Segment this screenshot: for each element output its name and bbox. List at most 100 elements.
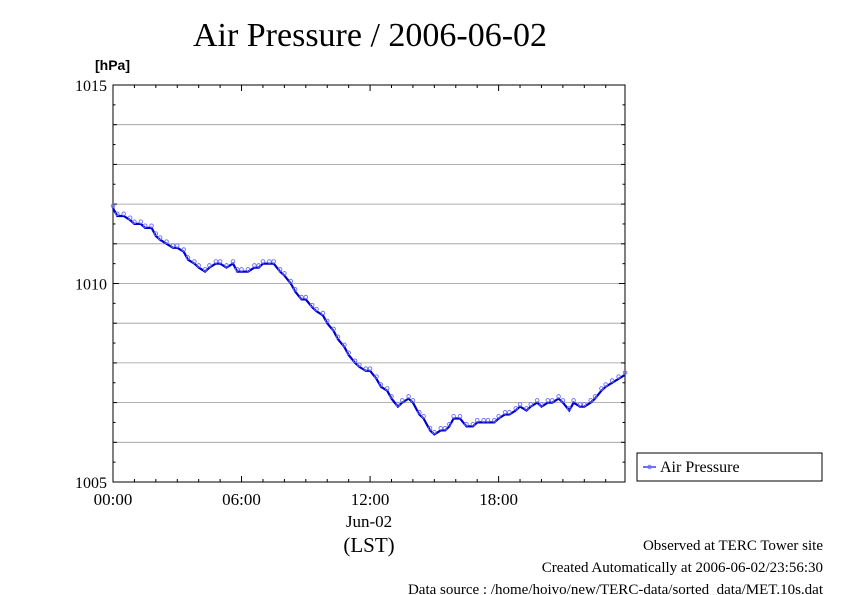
data-point	[357, 362, 362, 367]
data-point	[481, 418, 486, 423]
data-point	[384, 386, 390, 391]
data-point	[149, 223, 154, 228]
data-point	[513, 406, 518, 411]
x-tick-label: 12:00	[351, 490, 390, 509]
data-point	[142, 223, 148, 228]
data-point	[474, 418, 480, 423]
data-point	[549, 398, 555, 403]
data-point	[588, 398, 593, 403]
data-point	[622, 370, 628, 375]
data-point	[230, 259, 236, 264]
data-point	[309, 302, 315, 308]
data-point	[582, 402, 587, 407]
legend-label: Air Pressure	[660, 459, 740, 476]
data-point	[110, 203, 116, 209]
data-point	[181, 247, 186, 252]
y-tick-label: 1005	[75, 475, 107, 492]
footer-source: Data source : /home/hoivo/new/TERC-data/…	[408, 582, 824, 595]
data-point	[217, 259, 223, 264]
data-point	[331, 326, 336, 332]
gridlines	[113, 124, 625, 443]
data-point	[534, 398, 540, 403]
x-date-label: Jun-02	[346, 512, 392, 531]
data-point	[432, 429, 437, 435]
data-point	[616, 374, 621, 379]
data-point	[410, 398, 416, 403]
data-point	[560, 398, 566, 403]
data-point	[421, 414, 426, 419]
data-point	[599, 386, 604, 391]
data-point	[352, 358, 358, 363]
data-point	[507, 410, 512, 415]
footer-observed: Observed at TERC Tower site	[643, 538, 823, 554]
data-point	[175, 243, 180, 248]
data-point	[492, 418, 497, 423]
data-point	[115, 211, 120, 217]
data-point	[132, 219, 137, 224]
data-point	[399, 398, 405, 403]
y-tick-label: 1015	[75, 78, 107, 95]
data-point	[571, 398, 576, 403]
data-point	[271, 259, 276, 264]
legend-marker	[647, 464, 652, 470]
data-point	[303, 294, 309, 300]
data-point	[196, 263, 201, 268]
data-point	[389, 394, 394, 399]
data-point	[267, 259, 272, 264]
y-unit-label: [hPa]	[95, 57, 130, 73]
data-point	[417, 410, 422, 415]
data-point	[457, 414, 463, 419]
data-point	[314, 306, 319, 312]
data-point	[157, 235, 163, 240]
x-axis: 00:00 06:00 12:00 18:00	[94, 85, 607, 509]
y-tick-label: 1010	[75, 277, 107, 294]
data-point	[447, 421, 452, 427]
data-point	[556, 394, 561, 399]
data-point	[335, 334, 341, 340]
data-point	[235, 267, 240, 272]
data-point	[320, 310, 326, 316]
data-point	[363, 366, 369, 371]
data-point	[185, 255, 191, 260]
data-point	[342, 342, 347, 348]
data-point	[202, 267, 208, 272]
data-point	[406, 394, 411, 399]
data-point	[367, 366, 373, 371]
x-tick-label: 00:00	[94, 490, 133, 509]
data-point	[288, 279, 294, 284]
data-point	[517, 402, 523, 407]
data-point	[252, 263, 257, 268]
data-point	[256, 263, 261, 268]
data-point	[121, 211, 126, 217]
data-point	[539, 402, 544, 407]
footer-created: Created Automatically at 2006-06-02/23:5…	[542, 560, 823, 576]
data-point	[502, 410, 508, 415]
data-point	[438, 425, 444, 431]
data-point	[170, 243, 176, 248]
data-point	[603, 382, 608, 387]
x-tick-label: 06:00	[222, 490, 261, 509]
data-point	[470, 421, 476, 427]
data-point	[213, 259, 219, 264]
data-point	[153, 231, 159, 236]
legend: Air Pressure	[636, 452, 823, 482]
data-point	[207, 263, 212, 268]
data-point	[577, 402, 583, 407]
legend-box	[636, 452, 823, 482]
data-point	[346, 350, 351, 356]
data-point	[567, 406, 572, 411]
data-point	[324, 318, 330, 324]
data-point	[192, 259, 197, 264]
data-point	[374, 374, 379, 379]
data-point	[277, 267, 283, 272]
data-point	[524, 406, 529, 411]
data-point	[282, 271, 287, 276]
data-point	[545, 398, 551, 403]
data-point	[299, 294, 304, 300]
data-point	[496, 414, 501, 419]
series-line	[112, 207, 626, 436]
data-point	[239, 267, 244, 272]
data-point	[528, 402, 533, 407]
data-point	[592, 394, 598, 399]
data-point	[395, 402, 401, 407]
